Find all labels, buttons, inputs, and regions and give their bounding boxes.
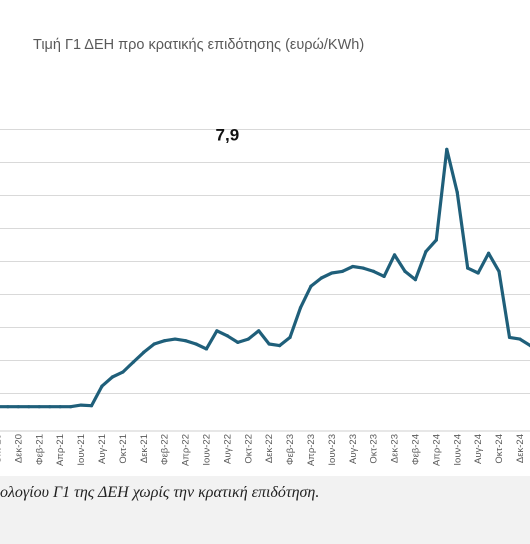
x-tick-label: Αυγ-21 <box>97 434 108 464</box>
data-point <box>330 271 334 275</box>
x-tick-label: Δεκ-23 <box>390 434 401 463</box>
data-point <box>507 335 512 339</box>
x-tick-label: Αυγ-22 <box>222 434 233 464</box>
gridlines <box>0 129 530 432</box>
caption-text: ολογίου Γ1 της ΔΕΗ χωρίς την κρατική επι… <box>0 484 320 501</box>
x-tick-label: Οκτ-20 <box>0 434 3 464</box>
series-line <box>0 147 530 409</box>
data-point <box>455 190 459 194</box>
x-tick-label: Ιουν-23 <box>327 434 338 466</box>
data-point <box>142 350 146 354</box>
x-tick-label: Ιουν-21 <box>76 434 87 466</box>
x-tick-label: Οκτ-22 <box>243 434 254 464</box>
x-tick-label: Φεβ-24 <box>410 434 421 465</box>
x-tick-label: Ιουν-24 <box>452 434 463 466</box>
x-tick-label: Ιουν-22 <box>201 434 212 466</box>
data-point <box>131 360 135 364</box>
data-point <box>121 370 125 374</box>
data-point <box>403 269 407 273</box>
x-tick-label: Απρ-21 <box>55 434 66 466</box>
data-point <box>204 347 209 351</box>
data-point <box>413 278 418 282</box>
data-point <box>246 337 250 341</box>
data-point <box>518 337 522 341</box>
peak-annotation: 7,9 <box>216 125 240 144</box>
data-point <box>497 269 501 273</box>
data-point <box>183 339 188 343</box>
data-point <box>110 375 114 379</box>
chart-card: Τιμή Γ1 ΔΕΗ προ κρατικής επιδότησης (ευρ… <box>0 0 530 476</box>
data-point <box>445 147 449 151</box>
x-tick-label: Απρ-23 <box>306 434 317 466</box>
data-point <box>6 405 10 409</box>
x-tick-label: Φεβ-21 <box>34 434 45 465</box>
data-point <box>152 342 156 346</box>
data-point <box>58 405 62 409</box>
data-point <box>434 238 438 242</box>
data-point <box>236 340 240 344</box>
data-point <box>16 405 20 409</box>
data-point <box>163 339 167 343</box>
x-tick-label: Οκτ-23 <box>369 434 380 464</box>
data-point <box>298 306 303 310</box>
data-point <box>48 405 52 409</box>
line-chart: Οκτ-20 Δεκ-20 Φεβ-21 Απρ-21 Ιουν-21 Αυγ-21 Οκτ… <box>0 125 530 466</box>
data-point <box>257 329 261 333</box>
data-point <box>382 274 386 278</box>
chart-title: Τιμή Γ1 ΔΕΗ προ κρατικής επιδότησης (ευρ… <box>33 37 365 53</box>
x-tick-label: Δεκ-20 <box>13 434 24 463</box>
data-point <box>288 335 292 339</box>
data-point <box>100 384 104 388</box>
data-point <box>309 284 313 288</box>
data-point <box>424 250 428 254</box>
x-tick-labels: Οκτ-20 Δεκ-20 Φεβ-21 Απρ-21 Ιουν-21 Αυγ-21 Οκτ… <box>0 434 526 466</box>
data-point <box>361 266 365 270</box>
data-point <box>319 276 323 280</box>
data-point <box>278 344 282 348</box>
x-tick-label: Απρ-24 <box>431 434 442 466</box>
x-tick-label: Δεκ-22 <box>264 434 275 463</box>
data-point <box>340 269 344 273</box>
x-tick-label: Δεκ-24 <box>515 434 526 463</box>
data-point <box>466 266 470 270</box>
x-tick-label: Φεβ-22 <box>160 434 171 465</box>
data-point <box>267 342 271 346</box>
data-point <box>27 405 31 409</box>
data-point <box>37 405 41 409</box>
x-tick-label: Οκτ-24 <box>494 434 505 464</box>
x-tick-label: Φεβ-23 <box>285 434 296 465</box>
data-point <box>225 334 229 338</box>
x-tick-label: Απρ-22 <box>181 434 192 466</box>
data-point <box>69 405 73 409</box>
x-tick-label: Αυγ-24 <box>473 434 484 464</box>
x-tick-label: Οκτ-21 <box>118 434 129 464</box>
data-points <box>6 147 530 409</box>
data-point <box>79 403 83 407</box>
x-tick-label: Δεκ-21 <box>139 434 150 463</box>
data-point <box>194 342 198 346</box>
data-point <box>173 337 177 341</box>
data-point <box>476 271 480 275</box>
data-point <box>392 253 397 257</box>
data-point <box>89 404 94 408</box>
x-tick-label: Αυγ-23 <box>348 434 359 464</box>
data-point <box>351 264 355 269</box>
data-point <box>487 251 491 255</box>
data-point <box>372 269 376 273</box>
data-point <box>215 329 219 333</box>
